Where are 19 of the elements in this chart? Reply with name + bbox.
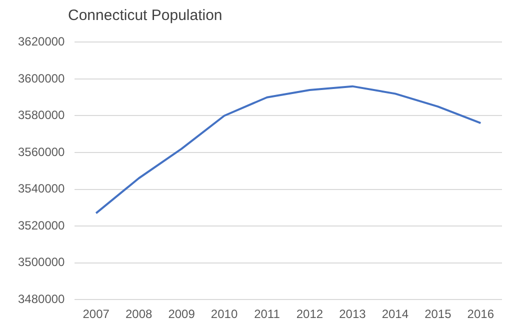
x-tick-label: 2010 — [210, 307, 238, 322]
x-tick-label: 2015 — [424, 307, 452, 322]
x-tick-label: 2007 — [82, 307, 110, 322]
y-tick-label: 3600000 — [18, 71, 66, 86]
y-tick-label: 3540000 — [18, 182, 66, 196]
y-tick-label: 3500000 — [18, 255, 66, 270]
x-tick-label: 2013 — [339, 307, 366, 322]
y-tick-label: 3480000 — [18, 292, 66, 306]
x-tick-label: 2011 — [254, 307, 280, 322]
x-tick-label: 2014 — [382, 307, 409, 322]
x-tick-label: 2009 — [168, 307, 196, 322]
x-tick-label: 2008 — [125, 307, 152, 322]
y-tick-label: 3560000 — [18, 144, 66, 159]
y-tick-label: 3520000 — [18, 218, 66, 232]
y-tick-label: 3580000 — [18, 108, 66, 122]
chart-title: Connecticut Population — [68, 7, 222, 24]
y-tick-label: 3620000 — [18, 34, 66, 49]
x-tick-label: 2012 — [296, 307, 324, 322]
x-tick-label: 2016 — [467, 307, 494, 322]
